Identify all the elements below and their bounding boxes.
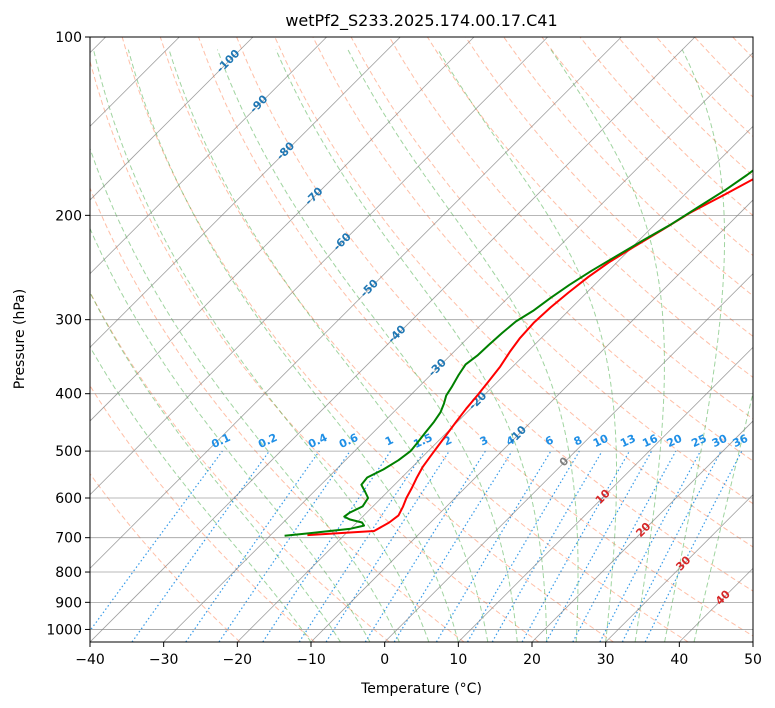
moist-adiabat	[437, 49, 617, 642]
mixing-ratio-label: 16	[640, 432, 660, 450]
x-tick-label: 0	[380, 652, 389, 668]
mixing-ratio-label: 20	[665, 432, 685, 450]
y-tick-label: 700	[55, 531, 82, 547]
x-tick-label: −10	[296, 652, 326, 668]
y-axis-label: Pressure (hPa)	[12, 289, 28, 389]
x-tick-label: 30	[597, 652, 615, 668]
x-tick-label: −20	[223, 652, 253, 668]
x-tick-label: 10	[449, 652, 467, 668]
mixing-ratio-label: 13	[618, 432, 637, 450]
isotherm	[90, 37, 622, 569]
moist-adiabat	[168, 49, 489, 642]
dry-adiabat	[121, 37, 614, 642]
moist-adiabat	[216, 49, 518, 642]
moist-adiabat	[90, 227, 371, 642]
dry-adiabat	[771, 37, 775, 642]
dry-adiabat	[90, 186, 465, 642]
moist-adiabat	[90, 291, 341, 642]
isotherm	[163, 52, 753, 642]
y-tick-label: 100	[55, 30, 82, 46]
isotherm	[90, 37, 475, 422]
mixing-ratio-line	[644, 450, 743, 642]
dry-adiabat	[90, 59, 540, 642]
dry-adiabat	[90, 291, 390, 642]
isotherm	[90, 37, 327, 275]
mixing-ratio-label: 36	[731, 432, 751, 450]
x-axis-label: Temperature (°C)	[360, 681, 482, 697]
plot-background	[90, 37, 753, 642]
dry-adiabat	[236, 37, 753, 592]
dry-adiabat	[198, 37, 753, 637]
moist-adiabat	[93, 49, 430, 642]
moist-adiabat	[275, 49, 548, 642]
isotherm	[384, 273, 753, 642]
y-tick-label: 1000	[46, 622, 82, 638]
mixing-ratio-line	[90, 450, 223, 632]
y-tick-label: 900	[55, 595, 82, 611]
x-tick-label: −40	[75, 652, 105, 668]
dry-adiabat	[350, 37, 753, 462]
mixing-ratio-label: 25	[689, 432, 708, 450]
isotherm	[752, 641, 753, 642]
y-tick-label: 300	[55, 313, 82, 329]
dewpoint-line	[284, 169, 753, 537]
chart-title: wetPf2_S233.2025.174.00.17.C41	[285, 11, 557, 31]
mixing-ratio-line	[298, 450, 425, 642]
mixing-ratio-line	[393, 450, 513, 642]
moist-adiabat	[693, 390, 753, 642]
axis-ticks: −40 −30 −20 −10 0 10 20 30 40 50 100 200 300 400 500 60…	[46, 30, 762, 668]
isotherm	[90, 37, 696, 642]
y-tick-label: 200	[55, 208, 82, 224]
mixing-ratio-line	[521, 450, 631, 642]
y-tick-label: 800	[55, 565, 82, 581]
dry-adiabat	[503, 37, 753, 297]
x-tick-label: 40	[670, 652, 688, 668]
y-tick-label: 400	[55, 387, 82, 403]
plot-frame	[89, 36, 754, 643]
isotherm	[90, 37, 401, 348]
moist-adiabat	[127, 49, 459, 642]
background-lines	[90, 37, 775, 642]
moist-adiabat	[347, 49, 579, 642]
x-tick-label: 50	[744, 652, 762, 668]
y-tick-label: 600	[55, 491, 82, 507]
isotherm	[605, 494, 753, 642]
mixing-ratio-label: 30	[710, 432, 730, 450]
mixing-ratio-line	[218, 450, 351, 642]
isotherm	[531, 420, 753, 642]
temperature-line	[307, 178, 753, 537]
moist-adiabat	[550, 49, 665, 642]
y-tick-label: 500	[55, 444, 82, 460]
mixing-ratio-label: 10	[591, 432, 611, 450]
isotherm	[90, 37, 254, 201]
dry-adiabat	[159, 37, 689, 642]
mixing-ratio-line	[262, 450, 392, 642]
mixing-ratio-line	[131, 450, 270, 642]
dry-adiabat	[274, 37, 753, 548]
mixing-ratio-line	[545, 450, 653, 642]
dry-adiabat	[426, 37, 753, 378]
mixing-ratio-line	[185, 450, 320, 642]
isotherm	[237, 125, 753, 642]
isotherm	[310, 199, 753, 642]
dry-adiabat	[90, 384, 316, 642]
mixing-ratio-line	[325, 450, 450, 642]
moist-adiabat	[664, 49, 726, 642]
profile-lines	[284, 169, 753, 537]
dry-adiabat	[90, 472, 241, 642]
x-tick-label: −30	[149, 652, 179, 668]
mixing-ratio-line	[572, 450, 677, 642]
isotherm	[458, 346, 753, 642]
x-tick-label: 20	[523, 652, 541, 668]
isotherm	[90, 37, 548, 496]
